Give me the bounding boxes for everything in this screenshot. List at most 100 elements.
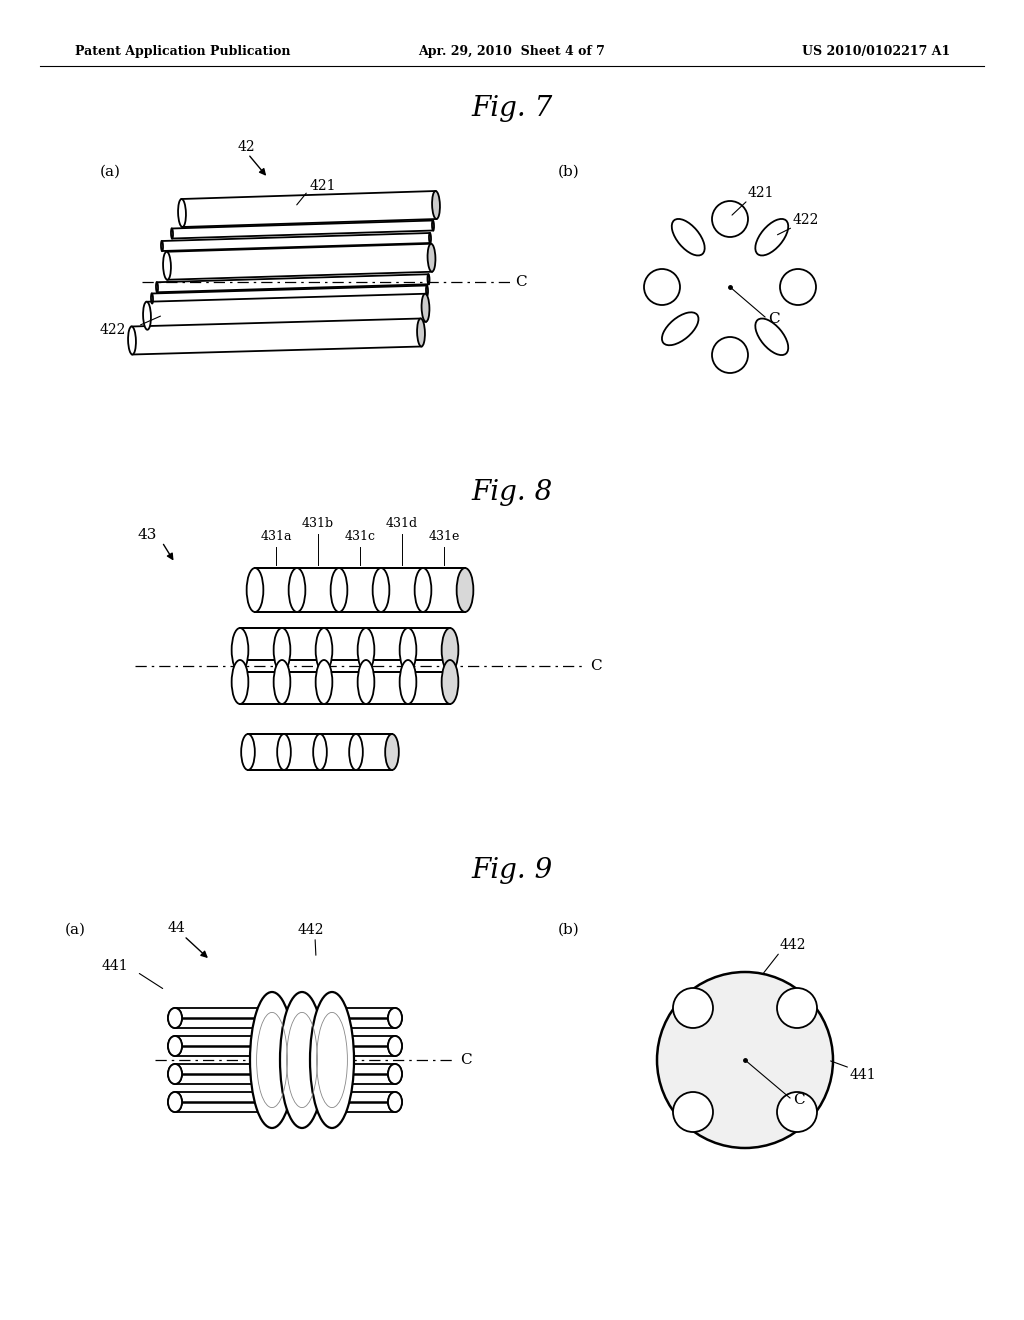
Bar: [408, 660, 450, 704]
Ellipse shape: [143, 302, 151, 330]
Ellipse shape: [310, 993, 354, 1129]
Text: C: C: [515, 275, 526, 289]
Bar: [248, 734, 284, 770]
Ellipse shape: [432, 220, 434, 231]
Text: 42: 42: [238, 140, 256, 154]
Polygon shape: [167, 244, 432, 280]
Text: Fig. 9: Fig. 9: [471, 857, 553, 883]
Ellipse shape: [417, 318, 425, 346]
Text: (a): (a): [100, 165, 121, 180]
Ellipse shape: [388, 1064, 402, 1084]
Ellipse shape: [331, 568, 347, 612]
Text: 421: 421: [310, 180, 337, 193]
Bar: [408, 628, 450, 672]
Ellipse shape: [399, 628, 417, 672]
Ellipse shape: [128, 326, 136, 355]
Ellipse shape: [168, 1036, 182, 1056]
Ellipse shape: [168, 1064, 182, 1084]
Ellipse shape: [171, 228, 173, 239]
Ellipse shape: [250, 993, 294, 1129]
Text: C: C: [460, 1053, 472, 1067]
Ellipse shape: [777, 987, 817, 1028]
Ellipse shape: [672, 219, 705, 256]
Bar: [319, 734, 356, 770]
Bar: [339, 568, 381, 612]
Polygon shape: [172, 220, 433, 239]
Text: 441: 441: [102, 960, 129, 973]
Bar: [423, 568, 465, 612]
Ellipse shape: [280, 993, 324, 1129]
Text: 431e: 431e: [428, 531, 460, 543]
Ellipse shape: [426, 285, 428, 296]
Ellipse shape: [388, 1064, 402, 1084]
Text: 442: 442: [780, 939, 807, 952]
Ellipse shape: [168, 1036, 182, 1056]
Ellipse shape: [163, 252, 171, 280]
Ellipse shape: [357, 628, 375, 672]
Ellipse shape: [151, 293, 153, 304]
Text: 422: 422: [100, 323, 126, 337]
Ellipse shape: [415, 568, 431, 612]
Bar: [366, 628, 408, 672]
Bar: [297, 568, 339, 612]
Ellipse shape: [168, 1064, 182, 1084]
Ellipse shape: [422, 294, 429, 322]
Ellipse shape: [712, 201, 748, 238]
Text: 431d: 431d: [386, 517, 418, 531]
Text: 43: 43: [138, 528, 158, 543]
Ellipse shape: [313, 734, 327, 770]
Ellipse shape: [156, 282, 158, 292]
Text: 44: 44: [168, 921, 185, 935]
Bar: [282, 660, 324, 704]
Ellipse shape: [432, 191, 440, 219]
Text: 431b: 431b: [302, 517, 334, 531]
Ellipse shape: [178, 199, 186, 227]
Text: 421: 421: [748, 186, 774, 201]
Bar: [255, 568, 297, 612]
Bar: [240, 628, 282, 672]
Ellipse shape: [273, 660, 291, 704]
Ellipse shape: [427, 275, 429, 284]
Text: 442: 442: [298, 923, 325, 937]
Text: (a): (a): [65, 923, 86, 937]
Polygon shape: [162, 234, 430, 251]
Ellipse shape: [777, 1092, 817, 1133]
Ellipse shape: [315, 660, 333, 704]
Polygon shape: [157, 275, 429, 292]
Bar: [381, 568, 423, 612]
Text: 422: 422: [793, 213, 819, 227]
Ellipse shape: [780, 269, 816, 305]
Polygon shape: [132, 318, 422, 355]
Polygon shape: [146, 294, 426, 330]
Ellipse shape: [388, 1008, 402, 1028]
Ellipse shape: [657, 972, 833, 1148]
Ellipse shape: [441, 628, 459, 672]
Ellipse shape: [388, 1036, 402, 1056]
Ellipse shape: [756, 318, 788, 355]
Ellipse shape: [250, 993, 294, 1129]
Ellipse shape: [168, 1008, 182, 1028]
Ellipse shape: [242, 734, 255, 770]
Bar: [356, 734, 392, 770]
Ellipse shape: [280, 993, 324, 1129]
Ellipse shape: [231, 628, 249, 672]
Ellipse shape: [315, 628, 333, 672]
Ellipse shape: [662, 313, 698, 346]
Bar: [324, 660, 366, 704]
Polygon shape: [152, 285, 427, 304]
Ellipse shape: [168, 1092, 182, 1111]
Ellipse shape: [247, 568, 263, 612]
Ellipse shape: [310, 993, 354, 1129]
Text: C: C: [590, 659, 602, 673]
Ellipse shape: [273, 628, 291, 672]
Ellipse shape: [289, 568, 305, 612]
Ellipse shape: [373, 568, 389, 612]
Ellipse shape: [644, 269, 680, 305]
Text: (b): (b): [558, 165, 580, 180]
Text: Fig. 7: Fig. 7: [471, 95, 553, 121]
Ellipse shape: [385, 734, 398, 770]
Text: C: C: [768, 312, 779, 326]
Ellipse shape: [161, 242, 163, 251]
Text: Apr. 29, 2010  Sheet 4 of 7: Apr. 29, 2010 Sheet 4 of 7: [419, 45, 605, 58]
Text: US 2010/0102217 A1: US 2010/0102217 A1: [802, 45, 950, 58]
